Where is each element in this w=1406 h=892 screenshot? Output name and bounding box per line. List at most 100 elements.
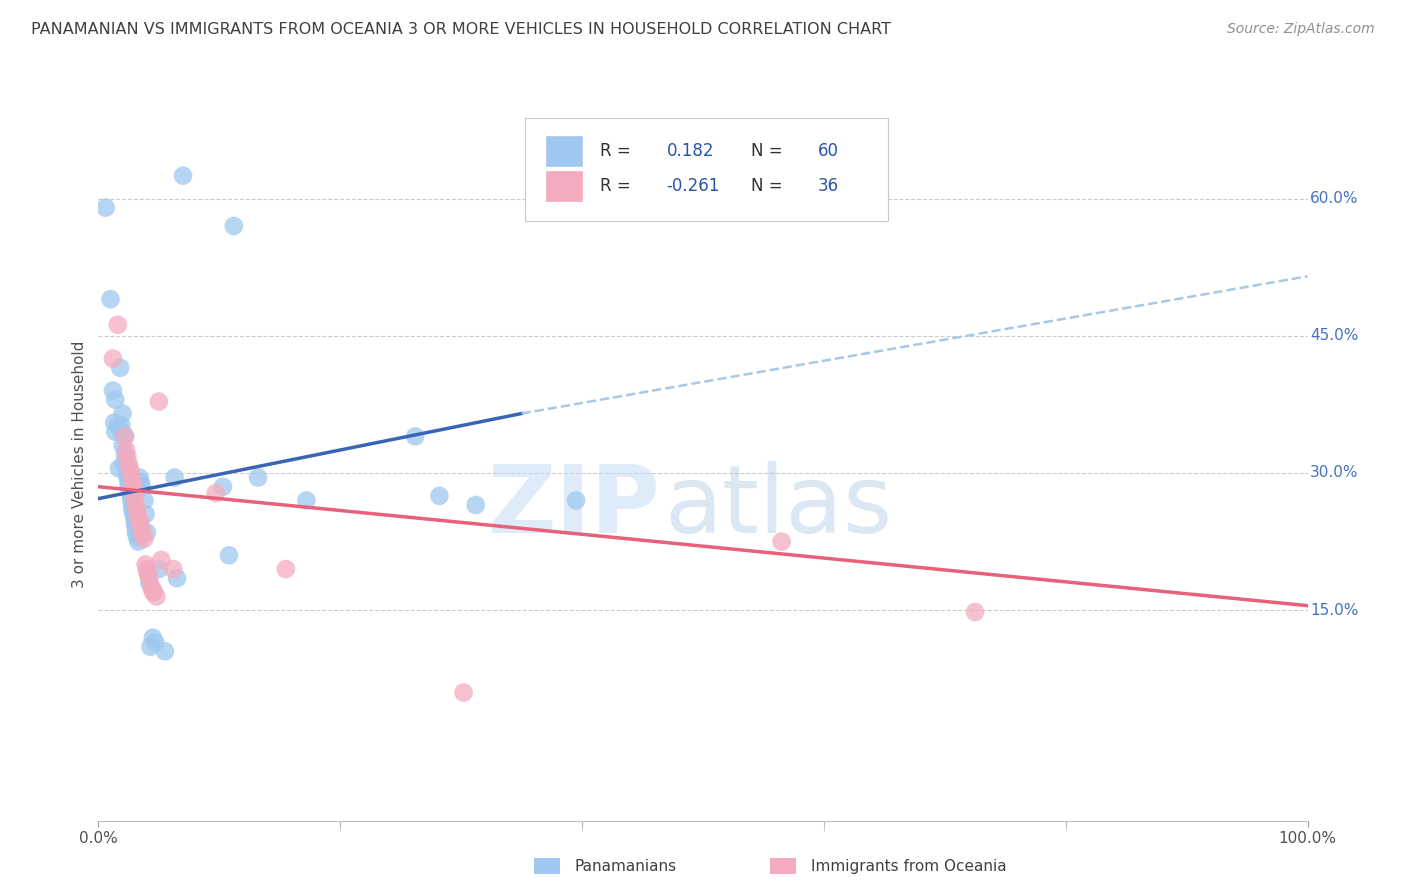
Point [121, 473, 143, 487]
Point [104, 392, 127, 407]
Text: ZIP: ZIP [488, 460, 661, 553]
Point [218, 549, 240, 563]
Point [118, 484, 141, 499]
Point [162, 562, 184, 576]
Text: atlas: atlas [664, 460, 893, 553]
Point [115, 443, 138, 458]
Point [138, 575, 160, 590]
Point [135, 562, 157, 576]
Point [114, 429, 136, 443]
Bar [534, 858, 561, 874]
Point [166, 571, 188, 585]
Bar [769, 858, 796, 874]
Point [127, 530, 149, 544]
Point [128, 470, 150, 484]
Point [142, 631, 165, 645]
Point [94, 201, 117, 215]
Point [122, 507, 145, 521]
Point [103, 416, 125, 430]
Point [132, 528, 155, 542]
Point [124, 491, 146, 506]
Point [117, 450, 139, 464]
Point [163, 470, 186, 484]
Point [464, 498, 486, 512]
FancyBboxPatch shape [526, 118, 889, 221]
Point [107, 418, 129, 433]
Point [118, 475, 141, 490]
Point [136, 566, 159, 581]
Point [222, 219, 245, 233]
Point [124, 512, 146, 526]
Point [114, 448, 136, 462]
Text: 60.0%: 60.0% [1310, 191, 1358, 206]
Point [136, 566, 159, 581]
Point [770, 534, 793, 549]
Text: Source: ZipAtlas.com: Source: ZipAtlas.com [1227, 22, 1375, 37]
Point [128, 514, 150, 528]
Point [107, 318, 129, 332]
Text: 15.0%: 15.0% [1310, 603, 1358, 618]
Point [131, 480, 153, 494]
Bar [546, 171, 582, 202]
Point [965, 605, 987, 619]
Point [127, 504, 149, 518]
Point [141, 580, 163, 594]
Text: N =: N = [751, 142, 789, 160]
Point [121, 498, 143, 512]
Point [127, 509, 149, 524]
Point [135, 558, 157, 572]
Point [135, 507, 157, 521]
Text: Immigrants from Oceania: Immigrants from Oceania [811, 859, 1007, 874]
Point [295, 493, 318, 508]
Point [131, 523, 153, 537]
Y-axis label: 3 or more Vehicles in Household: 3 or more Vehicles in Household [72, 340, 87, 588]
Point [247, 470, 270, 484]
Point [148, 562, 170, 576]
Point [112, 427, 135, 442]
Point [117, 470, 139, 484]
Point [104, 425, 127, 439]
Point [153, 644, 176, 658]
Point [143, 635, 166, 649]
Point [120, 466, 142, 480]
Point [118, 480, 141, 494]
Point [150, 553, 173, 567]
Point [125, 521, 148, 535]
Text: 0.182: 0.182 [666, 142, 714, 160]
Point [110, 418, 132, 433]
Text: N =: N = [751, 178, 789, 195]
Point [121, 502, 143, 516]
Point [172, 169, 194, 183]
Point [124, 484, 146, 499]
Point [118, 457, 141, 471]
Point [138, 571, 160, 585]
Point [101, 384, 124, 398]
Point [124, 516, 146, 531]
Text: R =: R = [600, 178, 637, 195]
Point [112, 457, 135, 471]
Point [127, 534, 149, 549]
Text: -0.261: -0.261 [666, 178, 720, 195]
Point [115, 461, 138, 475]
Point [111, 407, 134, 421]
Point [404, 429, 426, 443]
Point [148, 394, 170, 409]
Point [117, 466, 139, 480]
Point [142, 585, 165, 599]
Text: 45.0%: 45.0% [1310, 328, 1358, 343]
Point [110, 425, 132, 439]
Point [125, 498, 148, 512]
Point [143, 585, 166, 599]
Point [118, 461, 141, 475]
Point [135, 525, 157, 540]
Point [204, 486, 226, 500]
Point [145, 590, 167, 604]
Point [453, 685, 475, 699]
Point [212, 480, 235, 494]
Text: R =: R = [600, 142, 637, 160]
Text: 60: 60 [818, 142, 839, 160]
Bar [546, 136, 582, 166]
Point [565, 493, 588, 508]
Point [274, 562, 297, 576]
Point [139, 640, 162, 654]
